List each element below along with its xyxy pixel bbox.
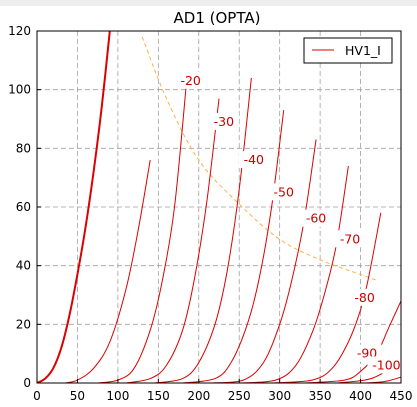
curve-minus-50 <box>182 110 285 383</box>
x-tick-label: 50 <box>70 389 85 403</box>
curve-minus-30 <box>125 98 220 383</box>
axis-ticks: 0 50 100 150 200 250 300 350 400 450 0 20 40 60 80 100 1… <box>8 24 412 403</box>
y-tick-label: 120 <box>8 24 31 38</box>
load-line <box>141 36 377 281</box>
x-tick-label: 150 <box>147 389 170 403</box>
curve-label: -20 <box>180 73 200 88</box>
curve-label: -50 <box>274 184 294 199</box>
curve-label-bg <box>268 183 299 201</box>
curve-label-bg <box>238 151 269 169</box>
x-tick-label: 350 <box>309 389 332 403</box>
y-tick-label: 20 <box>16 317 31 331</box>
window-top-strip <box>0 0 417 6</box>
plot-frame <box>36 30 402 384</box>
y-tick-label: 100 <box>8 83 31 97</box>
curve-label: -70 <box>340 231 360 246</box>
x-tick-label: 0 <box>33 389 41 403</box>
curves-group <box>37 31 401 383</box>
grid-lines <box>37 31 401 383</box>
curve-label-bg <box>175 71 206 89</box>
curve-label-bg <box>208 112 239 130</box>
curve-label: -80 <box>354 290 374 305</box>
x-tick-label: 400 <box>349 389 372 403</box>
curve-minus-110 <box>364 376 401 383</box>
x-tick-label: 200 <box>187 389 210 403</box>
curve-label: -60 <box>306 211 326 226</box>
curve-label: -30 <box>214 114 234 129</box>
curve-labels-group: -20-30-40-50-60-70-80-90-100 <box>175 71 406 374</box>
curve-label: -40 <box>244 152 264 167</box>
curve-0 <box>37 31 111 383</box>
x-tick-label: 450 <box>390 389 413 403</box>
y-tick-label: 60 <box>16 200 31 214</box>
curve-label: -100 <box>372 357 400 372</box>
chart-title: AD1 (OPTA) <box>174 9 261 27</box>
y-tick-label: 0 <box>23 376 31 390</box>
curve-label-bg <box>301 209 332 227</box>
curve-minus-80 <box>271 212 382 383</box>
x-tick-label: 300 <box>268 389 291 403</box>
curve-label-bg <box>335 230 366 248</box>
curve-label-bg <box>349 288 380 306</box>
legend: HV1_I <box>303 37 393 64</box>
curve-minus-60 <box>210 139 317 383</box>
curve-label-bg <box>367 356 406 374</box>
y-tick-label: 40 <box>16 259 31 273</box>
x-tick-label: 250 <box>228 389 251 403</box>
legend-entry: HV1_I <box>345 43 381 58</box>
y-tick-label: 80 <box>16 141 31 155</box>
x-tick-label: 100 <box>106 389 129 403</box>
load-line-group <box>141 36 377 281</box>
curve-minus-40 <box>154 77 252 383</box>
